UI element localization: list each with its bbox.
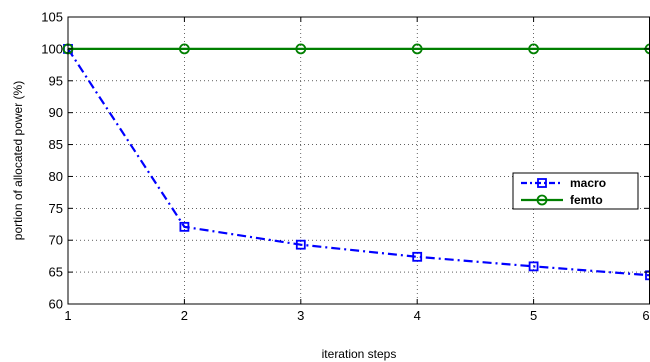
legend-entry-macro: macro bbox=[521, 176, 606, 190]
femto-point bbox=[528, 43, 539, 55]
legend-box bbox=[512, 172, 639, 210]
legend: macro femto bbox=[512, 172, 639, 210]
macro-line bbox=[67, 48, 650, 277]
y-tick-label: 80 bbox=[49, 169, 63, 184]
x-tick-label: 1 bbox=[64, 308, 71, 323]
y-tick-label: 70 bbox=[49, 233, 63, 248]
femto-point bbox=[295, 43, 307, 55]
y-tick-label: 95 bbox=[49, 73, 63, 88]
x-tick-label: 3 bbox=[297, 308, 304, 323]
macro-point bbox=[179, 221, 190, 232]
x-axis-label: iteration steps bbox=[322, 347, 397, 361]
plot-area bbox=[68, 17, 650, 304]
y-tick-label: 100 bbox=[41, 41, 63, 56]
x-tick-label: 6 bbox=[642, 308, 649, 323]
y-tick-label: 105 bbox=[41, 10, 63, 25]
macro-point bbox=[295, 239, 306, 250]
legend-entry-femto: femto bbox=[521, 193, 603, 207]
y-tick-label: 60 bbox=[49, 297, 63, 312]
legend-label-macro: macro bbox=[570, 176, 606, 190]
x-tick-label: 4 bbox=[414, 308, 421, 323]
y-tick-label: 90 bbox=[49, 105, 63, 120]
legend-marker-femto bbox=[536, 194, 548, 206]
macro-point bbox=[528, 261, 539, 272]
series-group bbox=[62, 43, 650, 281]
y-axis-label: portion of allocated power (%) bbox=[11, 81, 25, 240]
legend-marker-macro bbox=[537, 178, 547, 188]
x-tick-label: 5 bbox=[530, 308, 537, 323]
y-tick-label: 85 bbox=[49, 137, 63, 152]
y-tick-label: 75 bbox=[49, 201, 63, 216]
femto-point bbox=[178, 43, 190, 55]
femto-point bbox=[411, 43, 423, 55]
macro-point bbox=[645, 270, 650, 281]
x-tick-label: 2 bbox=[181, 308, 188, 323]
y-tick-label: 65 bbox=[49, 265, 63, 280]
legend-label-femto: femto bbox=[570, 193, 603, 207]
macro-point bbox=[412, 251, 423, 262]
axis-ticks: 1 2 3 4 5 6 60 65 70 75 80 85 90 95 100 105 bbox=[41, 10, 650, 323]
